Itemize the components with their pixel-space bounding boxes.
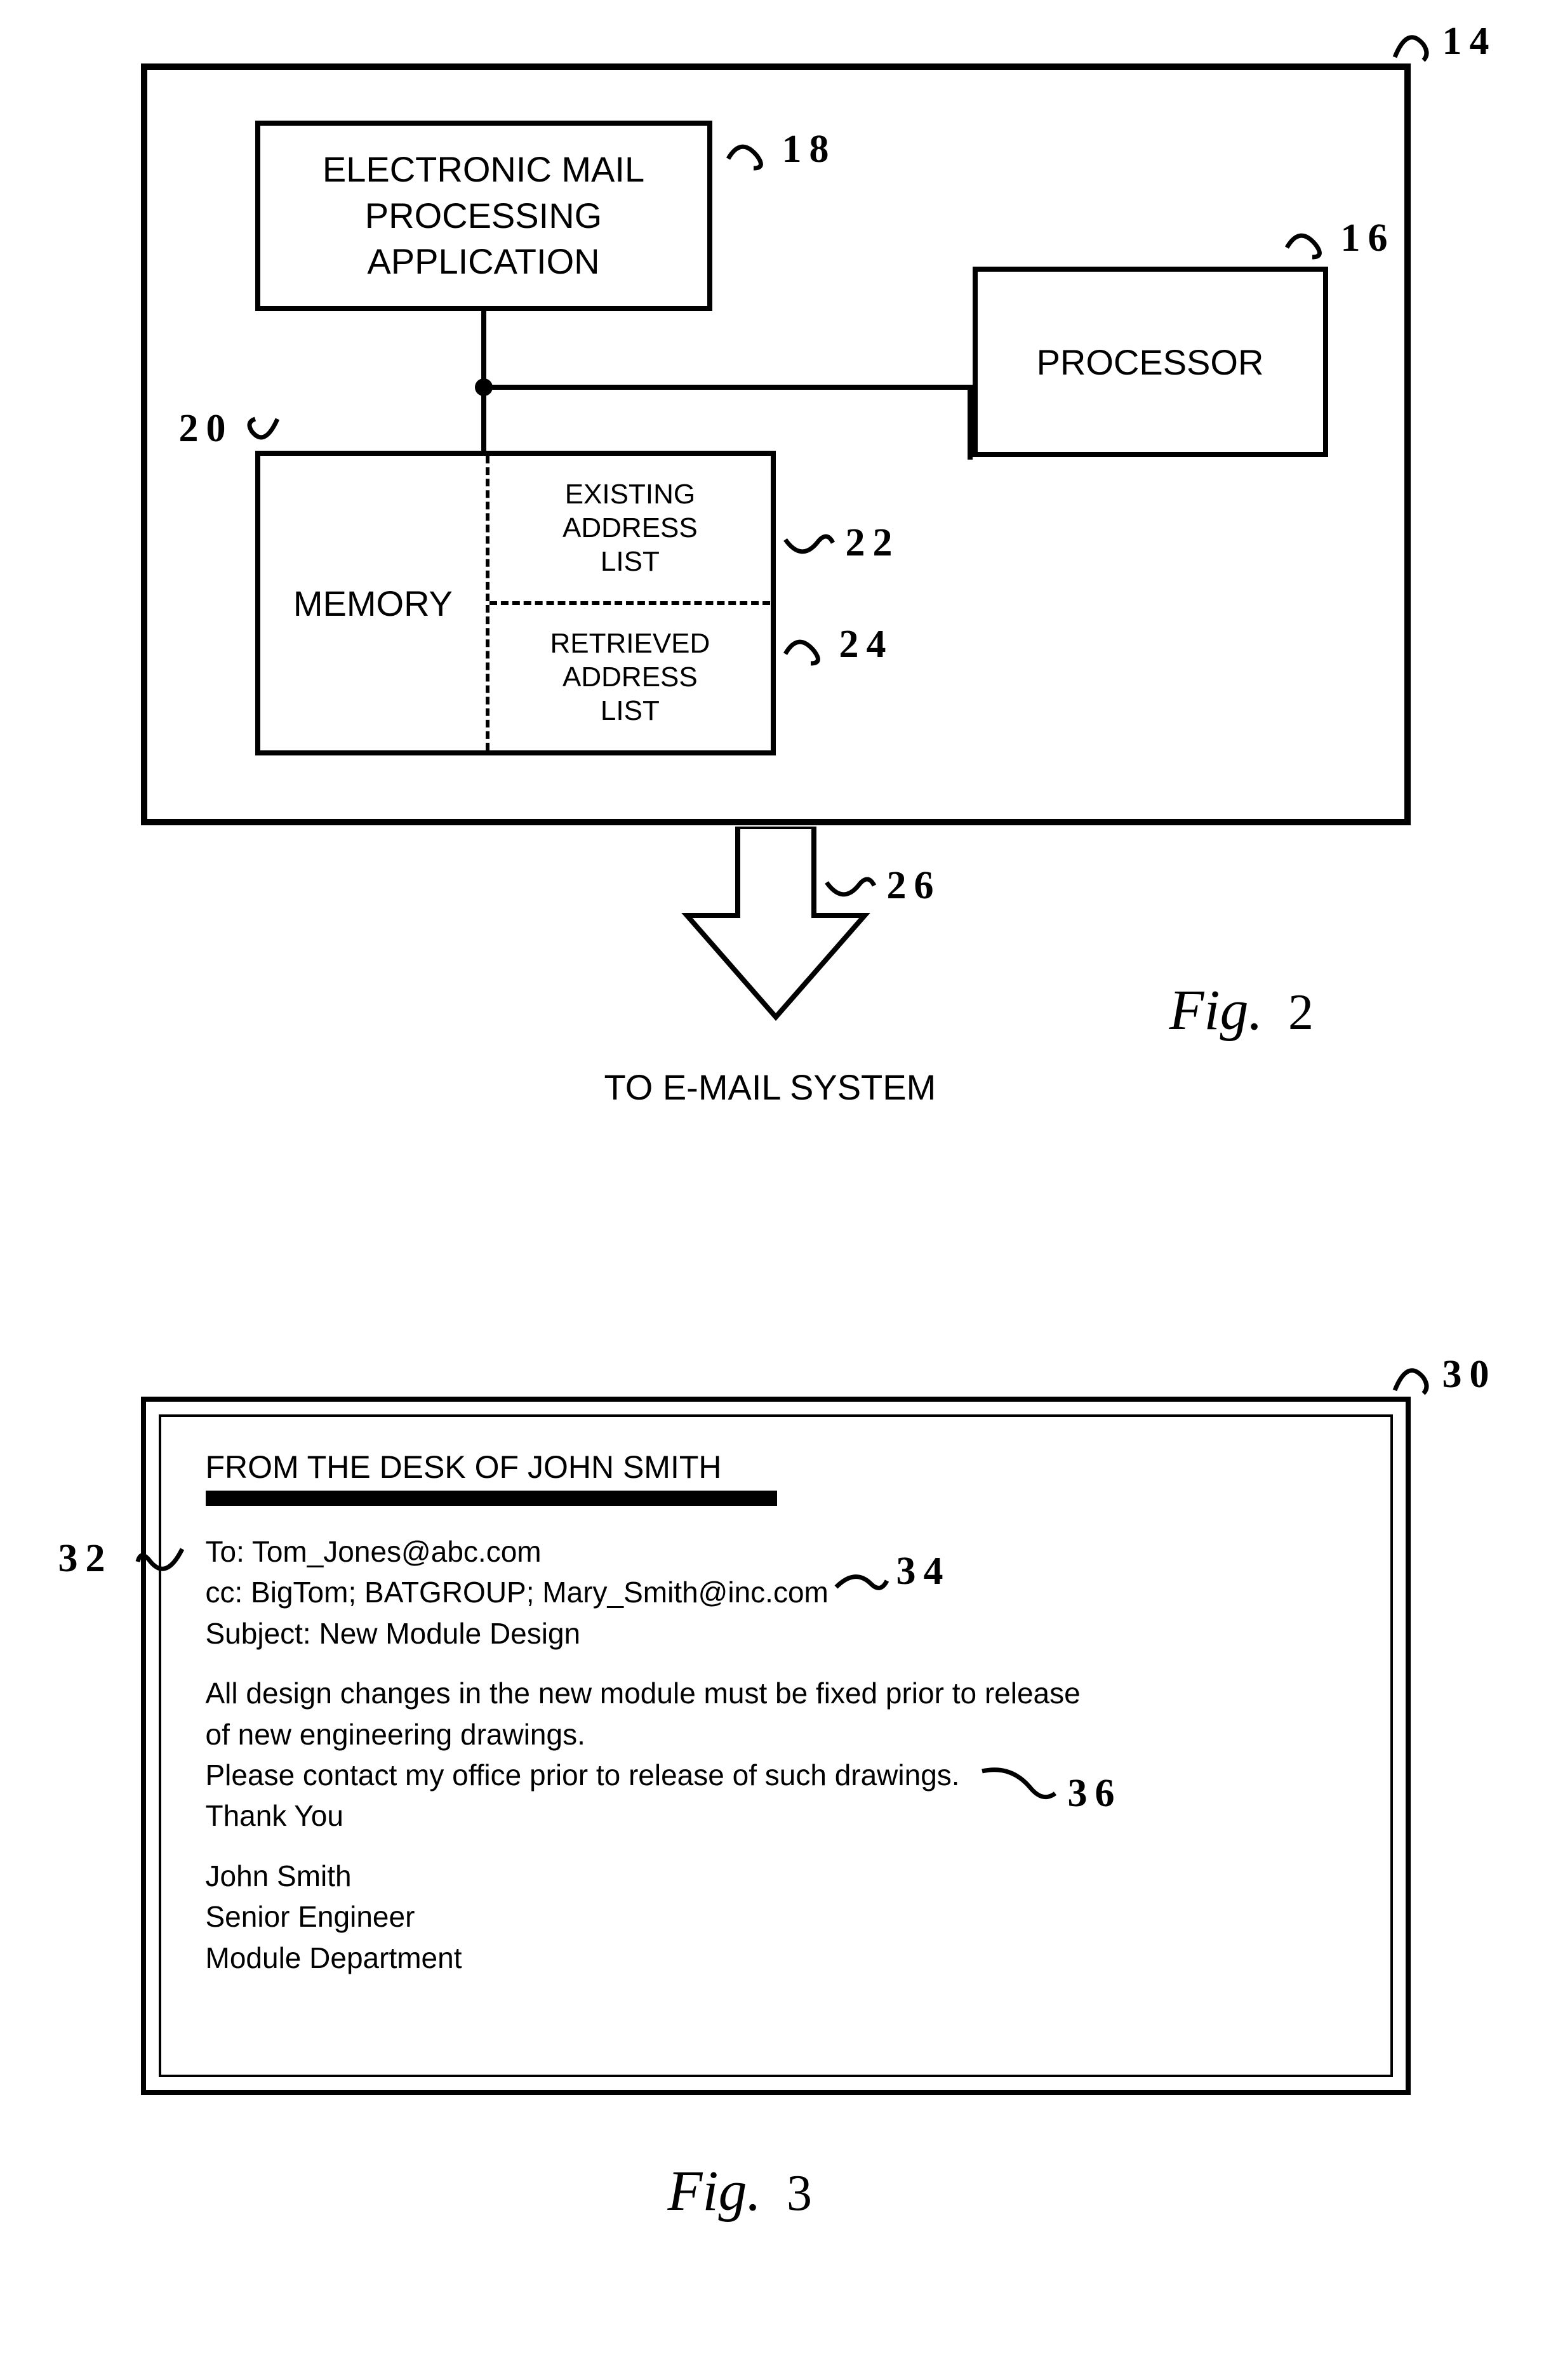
body-line-3: Please contact my office prior to releas… bbox=[206, 1755, 1346, 1795]
ref-20: 20 bbox=[179, 406, 234, 451]
page: 14 ELECTRONIC MAIL PROCESSING APPLICATIO… bbox=[25, 25, 1526, 2247]
leader-line bbox=[979, 1765, 1062, 1809]
cc-line: cc: BigTom; BATGROUP; Mary_Smith@inc.com bbox=[206, 1572, 1346, 1612]
leader-line bbox=[243, 416, 287, 454]
body-line-1: All design changes in the new module mus… bbox=[206, 1673, 1346, 1713]
leader-line bbox=[833, 1568, 890, 1600]
processor-label: PROCESSOR bbox=[1037, 342, 1264, 383]
memory-label-cell: MEMORY bbox=[260, 456, 490, 750]
existing-list-cell: EXISTING ADDRESS LIST bbox=[489, 456, 770, 601]
output-arrow-icon bbox=[662, 827, 890, 1030]
connector bbox=[481, 385, 973, 390]
leader-line bbox=[1392, 1355, 1436, 1400]
ref-14: 14 bbox=[1442, 19, 1497, 64]
leader-line bbox=[1284, 222, 1335, 260]
email-content: FROM THE DESK OF JOHN SMITH To: Tom_Jone… bbox=[159, 1414, 1393, 2077]
leader-line bbox=[135, 1546, 192, 1584]
memory-lists: EXISTING ADDRESS LIST RETRIEVED ADDRESS … bbox=[489, 456, 770, 750]
junction-dot bbox=[471, 375, 496, 400]
header-underline bbox=[206, 1491, 777, 1506]
processor-box: PROCESSOR bbox=[973, 267, 1328, 457]
retrieved-list-cell: RETRIEVED ADDRESS LIST bbox=[489, 601, 770, 750]
subject-line: Subject: New Module Design bbox=[206, 1613, 1346, 1654]
fig-text: Fig. bbox=[668, 2160, 761, 2223]
output-label: TO E-MAIL SYSTEM bbox=[604, 1067, 936, 1108]
email-window: FROM THE DESK OF JOHN SMITH To: Tom_Jone… bbox=[141, 1397, 1411, 2095]
body-line-4: Thank You bbox=[206, 1795, 1346, 1836]
fig-text: Fig. bbox=[1169, 979, 1263, 1042]
figure-2: 14 ELECTRONIC MAIL PROCESSING APPLICATIO… bbox=[77, 25, 1474, 1232]
leader-line bbox=[782, 527, 839, 565]
email-app-label: ELECTRONIC MAIL PROCESSING APPLICATION bbox=[323, 147, 644, 285]
retrieved-list-label: RETRIEVED ADDRESS LIST bbox=[550, 627, 710, 728]
sig-line-3: Module Department bbox=[206, 1938, 1346, 1978]
existing-list-label: EXISTING ADDRESS LIST bbox=[562, 478, 698, 578]
ref-18: 18 bbox=[782, 127, 837, 172]
connector bbox=[968, 385, 973, 460]
ref-16: 16 bbox=[1341, 216, 1395, 261]
sig-line-1: John Smith bbox=[206, 1856, 1346, 1896]
ref-30: 30 bbox=[1442, 1352, 1497, 1397]
email-signature: John Smith Senior Engineer Module Depart… bbox=[206, 1856, 1346, 1978]
sig-line-2: Senior Engineer bbox=[206, 1896, 1346, 1937]
email-header: FROM THE DESK OF JOHN SMITH bbox=[206, 1449, 1346, 1486]
email-body: All design changes in the new module mus… bbox=[206, 1673, 1346, 1837]
leader-line bbox=[1392, 22, 1436, 67]
to-line: To: Tom_Jones@abc.com bbox=[206, 1531, 1346, 1572]
memory-label: MEMORY bbox=[293, 583, 453, 624]
ref-36: 36 bbox=[1068, 1771, 1122, 1816]
memory-box: MEMORY EXISTING ADDRESS LIST RETRIEVED A… bbox=[255, 451, 776, 755]
system-box: ELECTRONIC MAIL PROCESSING APPLICATION 1… bbox=[141, 63, 1411, 825]
fig-num: 2 bbox=[1288, 985, 1314, 1040]
body-line-2: of new engineering drawings. bbox=[206, 1714, 1346, 1755]
ref-24: 24 bbox=[839, 622, 894, 667]
leader-line bbox=[823, 870, 881, 908]
email-app-box: ELECTRONIC MAIL PROCESSING APPLICATION bbox=[255, 121, 712, 311]
figure-2-caption: Fig. 2 bbox=[1169, 978, 1314, 1043]
ref-32: 32 bbox=[58, 1536, 113, 1581]
leader-line bbox=[725, 133, 776, 171]
ref-22: 22 bbox=[846, 521, 900, 566]
ref-34: 34 bbox=[896, 1549, 951, 1594]
figure-3-caption: Fig. 3 bbox=[668, 2158, 812, 2224]
ref-26: 26 bbox=[887, 863, 942, 908]
fig-num: 3 bbox=[787, 2165, 812, 2221]
leader-line bbox=[782, 628, 833, 667]
figure-3: 30 FROM THE DESK OF JOHN SMITH To: Tom_J… bbox=[77, 1359, 1474, 2247]
